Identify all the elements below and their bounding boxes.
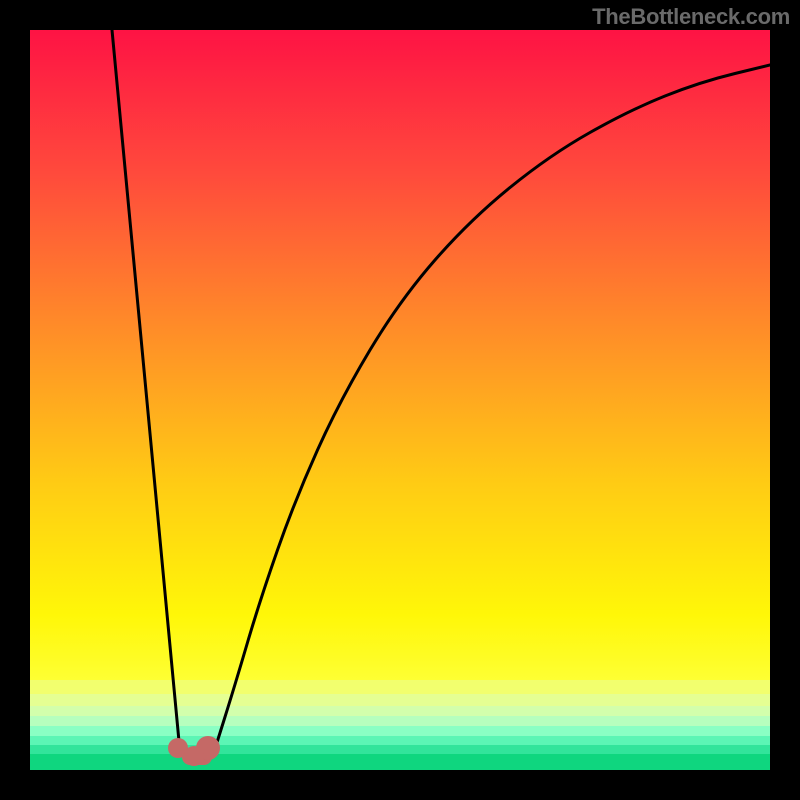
plot-area: [30, 30, 770, 770]
watermark-text: TheBottleneck.com: [592, 4, 790, 30]
curve-svg: [30, 30, 770, 770]
curve-path: [112, 30, 770, 759]
marker-point-2: [184, 746, 204, 766]
chart-container: TheBottleneck.com: [0, 0, 800, 800]
